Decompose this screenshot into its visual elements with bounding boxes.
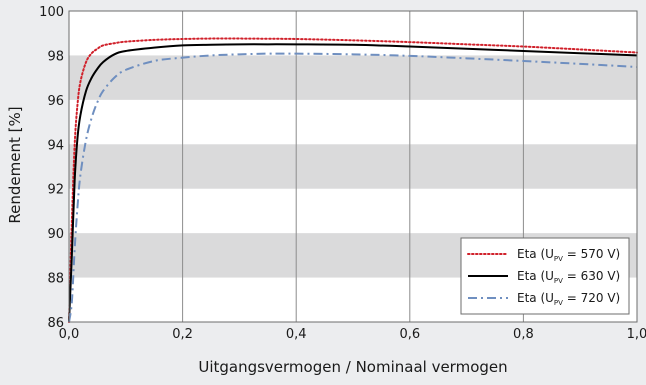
background-band <box>69 144 637 189</box>
x-tick-label: 0,8 <box>513 327 534 342</box>
legend: Eta (UPV = 570 V) Eta (UPV = 630 V) Eta (U… <box>460 237 630 315</box>
plot-border <box>68 10 638 323</box>
y-tick-label: 94 <box>47 138 64 153</box>
x-tick-label: 0,2 <box>172 327 193 342</box>
series-line-3 <box>68 52 638 323</box>
y-tick-labels: 86 88 90 92 94 96 98 100 <box>39 5 64 331</box>
x-tick-labels: 0,0 0,2 0,4 0,6 0,8 1,0 <box>59 327 646 342</box>
plot-frame <box>68 10 638 323</box>
y-tick-label: 92 <box>47 183 64 198</box>
y-tick-label: 96 <box>47 94 64 109</box>
x-tick-label: 0,0 <box>59 327 80 342</box>
y-axis-title: Rendement [%] <box>6 106 24 223</box>
legend-entry-2: Eta (UPV = 630 V) <box>517 269 620 285</box>
series-line-2 <box>68 43 638 323</box>
x-axis-title: Uitgangsvermogen / Nominaal vermogen <box>198 358 507 376</box>
y-tick-label: 100 <box>39 5 64 20</box>
y-tick-label: 88 <box>47 272 64 287</box>
y-tick-label: 90 <box>47 227 64 242</box>
series-lines <box>68 37 638 323</box>
background-band <box>69 55 637 100</box>
y-tick-label: 98 <box>47 49 64 64</box>
legend-entry-1: Eta (UPV = 570 V) <box>517 247 620 263</box>
y-tick-label: 86 <box>47 316 64 331</box>
x-tick-label: 0,4 <box>286 327 307 342</box>
x-tick-label: 1,0 <box>627 327 646 342</box>
x-tick-label: 0,6 <box>399 327 420 342</box>
legend-entry-3: Eta (UPV = 720 V) <box>517 291 620 307</box>
series-line-1 <box>68 37 638 323</box>
